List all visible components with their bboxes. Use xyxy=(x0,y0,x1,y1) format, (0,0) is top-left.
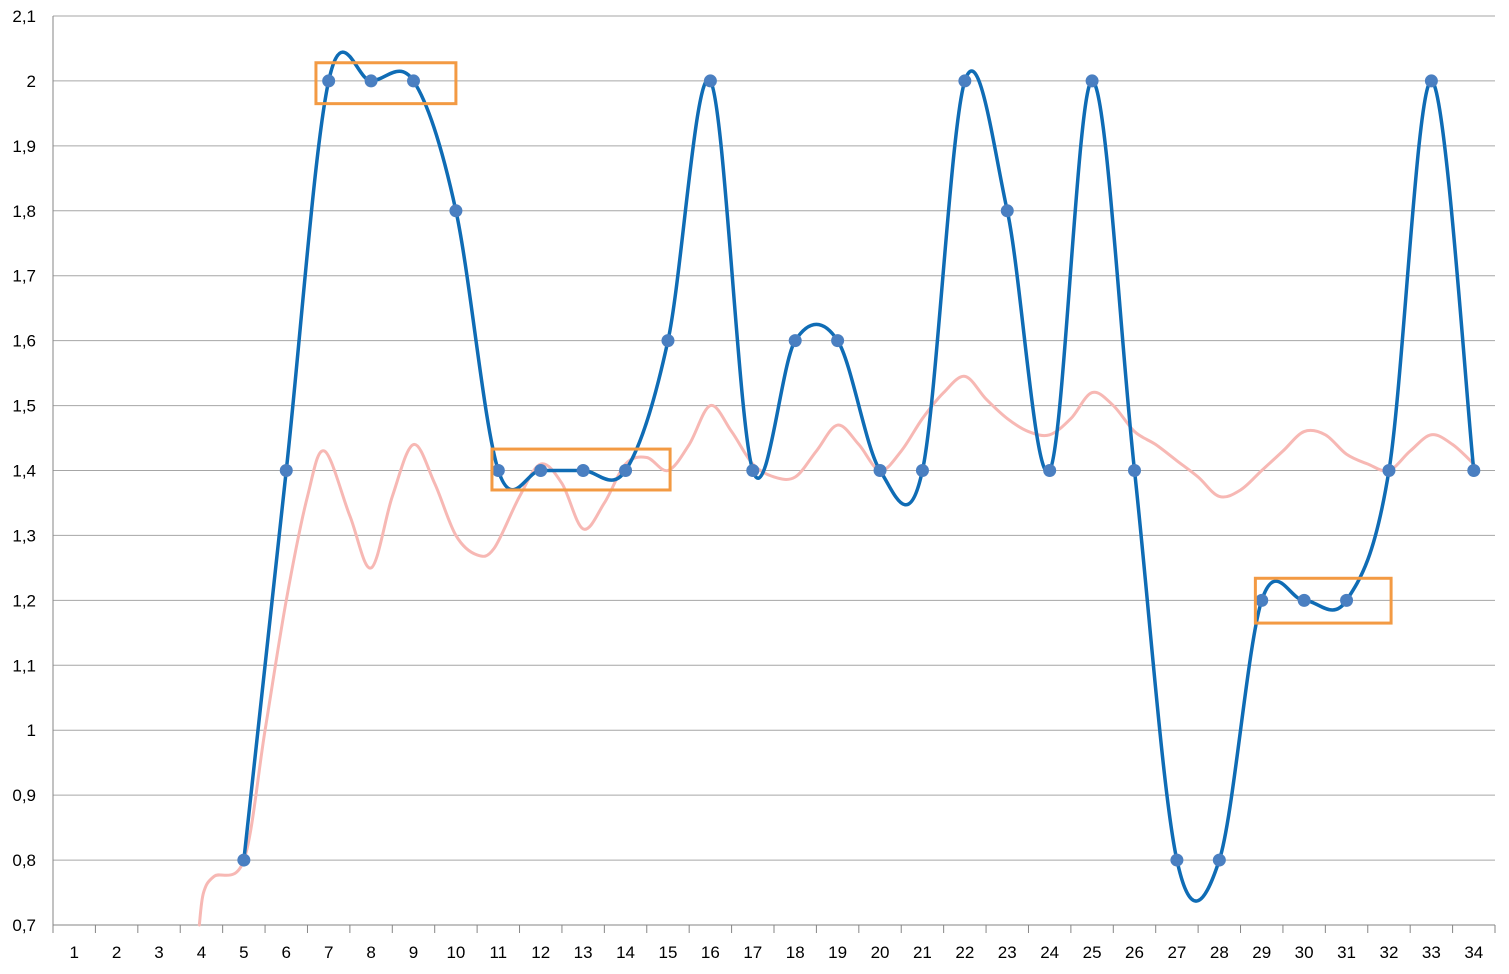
y-tick-label: 1,9 xyxy=(12,137,36,156)
x-axis-tick-labels: 1 2 3 4 5 6 7 8 9 10 11 12 13 14 15 16 17 18 19 20 21 22 23 24 2… xyxy=(69,943,1483,962)
data-point xyxy=(1170,853,1184,867)
data-point xyxy=(1467,464,1481,477)
x-tick-label: 24 xyxy=(1040,943,1059,962)
x-tick-label: 16 xyxy=(701,943,720,962)
gridlines xyxy=(53,15,1495,861)
x-tick-label: 12 xyxy=(531,943,550,962)
x-tick-label: 22 xyxy=(955,943,974,962)
data-point xyxy=(1212,853,1226,867)
data-point xyxy=(915,464,929,477)
y-tick-label: 1,6 xyxy=(12,332,36,351)
y-tick-label: 1,1 xyxy=(12,656,36,675)
data-point xyxy=(1000,204,1014,218)
x-tick-label: 4 xyxy=(197,943,206,962)
x-tick-label: 32 xyxy=(1380,943,1399,962)
x-tick-label: 11 xyxy=(489,943,507,962)
x-tick-label: 9 xyxy=(409,943,418,962)
highlight-boxes xyxy=(314,61,1393,625)
data-point xyxy=(1424,74,1438,88)
x-tick-label: 18 xyxy=(786,943,805,962)
data-point xyxy=(576,464,590,477)
data-point xyxy=(703,74,717,88)
series-markers xyxy=(237,74,1481,867)
data-point xyxy=(746,464,760,477)
x-tick-label: 31 xyxy=(1337,943,1356,962)
highlight-box xyxy=(1253,576,1393,625)
data-point xyxy=(407,74,420,88)
y-axis-tick-labels: 0,7 0,8 0,9 1 1,1 1,2 1,3 1,4 1,5 1,6 1,7 1,8 1,9 2 2,… xyxy=(12,7,36,935)
data-point xyxy=(534,464,548,477)
data-point xyxy=(322,74,336,88)
data-point xyxy=(788,334,802,348)
data-point xyxy=(449,204,463,218)
x-tick-label: 34 xyxy=(1464,943,1483,962)
y-tick-label: 0,9 xyxy=(12,786,36,805)
y-tick-label: 0,8 xyxy=(12,851,36,870)
x-tick-label: 13 xyxy=(574,943,593,962)
y-tick-label: 1,4 xyxy=(12,462,36,481)
x-tick-label: 20 xyxy=(871,943,890,962)
y-tick-label: 1,8 xyxy=(12,202,36,221)
y-tick-label: 0,7 xyxy=(12,916,36,935)
x-tick-label: 14 xyxy=(616,943,635,962)
data-point xyxy=(237,853,251,867)
x-tick-label: 26 xyxy=(1125,943,1144,962)
x-tick-label: 28 xyxy=(1210,943,1229,962)
axes xyxy=(52,16,1496,933)
highlight-box xyxy=(490,447,672,492)
data-point xyxy=(364,74,378,88)
x-tick-label: 10 xyxy=(446,943,465,962)
series-lines xyxy=(197,50,1476,927)
highlight-box xyxy=(314,61,458,106)
data-point xyxy=(1128,464,1141,477)
y-tick-label: 2,1 xyxy=(12,7,36,26)
data-point xyxy=(1382,464,1396,477)
data-point xyxy=(1255,593,1269,607)
x-tick-label: 5 xyxy=(239,943,248,962)
y-tick-label: 1 xyxy=(27,721,36,740)
x-tick-label: 25 xyxy=(1083,943,1102,962)
data-point xyxy=(1297,593,1311,607)
x-tick-label: 19 xyxy=(828,943,847,962)
x-tick-label: 29 xyxy=(1252,943,1271,962)
data-point xyxy=(1085,74,1099,88)
x-tick-label: 1 xyxy=(69,943,78,962)
x-tick-label: 8 xyxy=(366,943,375,962)
data-point xyxy=(619,464,633,477)
data-point xyxy=(1340,593,1354,607)
x-tick-label: 33 xyxy=(1422,943,1441,962)
data-point xyxy=(873,464,887,477)
series-line-secondary xyxy=(197,374,1476,927)
y-tick-label: 1,7 xyxy=(12,267,36,286)
x-tick-label: 21 xyxy=(913,943,932,962)
series-line-primary xyxy=(242,50,1476,903)
data-point xyxy=(491,464,505,477)
data-point xyxy=(279,464,293,477)
x-tick-label: 15 xyxy=(659,943,678,962)
y-tick-label: 2 xyxy=(27,72,36,91)
x-tick-label: 7 xyxy=(324,943,333,962)
data-point xyxy=(1043,464,1057,477)
x-tick-label: 23 xyxy=(998,943,1017,962)
x-tick-label: 3 xyxy=(154,943,163,962)
x-tick-label: 17 xyxy=(743,943,762,962)
x-tick-label: 2 xyxy=(112,943,121,962)
data-point xyxy=(958,74,972,88)
x-tick-label: 30 xyxy=(1295,943,1314,962)
data-point xyxy=(831,334,845,348)
data-point xyxy=(661,334,675,348)
y-tick-label: 1,5 xyxy=(12,397,36,416)
y-tick-label: 1,2 xyxy=(12,591,36,610)
y-tick-label: 1,3 xyxy=(12,526,36,545)
x-tick-label: 6 xyxy=(282,943,291,962)
x-tick-label: 27 xyxy=(1167,943,1186,962)
